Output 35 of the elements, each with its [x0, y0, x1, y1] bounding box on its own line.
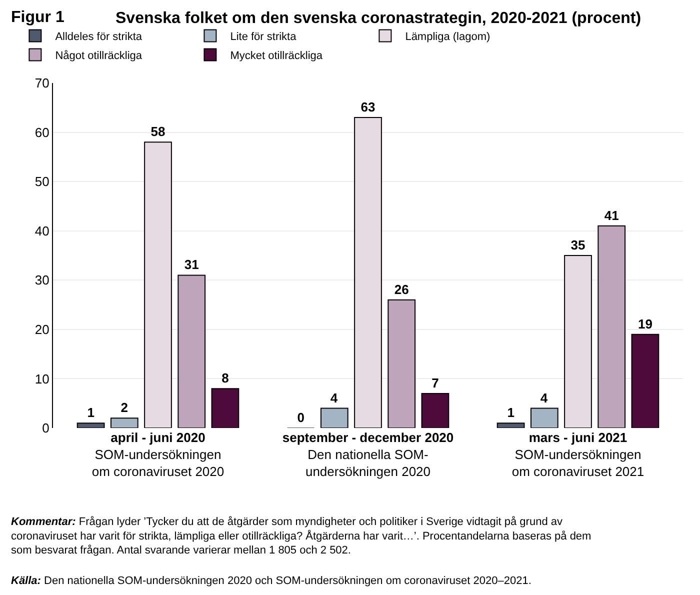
y-tick-label: 30 [34, 272, 50, 288]
y-tick-label: 40 [34, 223, 50, 238]
y-tick-label: 50 [34, 174, 50, 190]
legend-label: Mycket otillräckliga [230, 50, 324, 62]
legend-label: Alldeles för strikta [55, 30, 143, 43]
data-label: 26 [394, 282, 409, 297]
data-label: 63 [360, 100, 376, 114]
legend-label: Något otillräckliga [55, 50, 143, 62]
legend-label: Lite för strikta [230, 30, 298, 43]
data-label: 19 [638, 316, 652, 332]
data-label: 1 [87, 405, 94, 420]
x-tick-label: mars - juni 2021 SOM-undersökningen om coronaviruset 2021 [512, 430, 644, 479]
data-label: 1 [507, 405, 514, 420]
y-tick-label: 70 [34, 76, 50, 91]
x-tick-label: april - juni 2020 SOM-undersökningen om coronaviruset 2020 [92, 430, 224, 479]
legend-label: Lämpliga (lagom) [405, 30, 490, 43]
y-tick-label: 0 [42, 420, 50, 436]
data-label: 4 [330, 390, 338, 406]
data-label: 8 [222, 370, 229, 386]
x-tick-label: september - december 2020 Den nationella SOM- undersökningen 2020 [282, 430, 454, 479]
text: Kommentar: Frågan lyder ’Tycker du att de åtgärder som myndigheter och politiker i Sverige vidtagit på grund av coronaviruset har varit för strikta, lämpliga eller otillräckliga? Åtgärderna har varit…’. Procentandelarna baseras på dem som besvarat frågan. Antal svarande varierar mellan 1 805 och 2 502. [11, 516, 592, 557]
y-tick-label: 60 [34, 124, 50, 140]
data-label: 31 [184, 257, 199, 272]
chart-title: Svenska folket om den svenska coronastrategin, 2020-2021 (procent) [116, 10, 642, 27]
data-label: 58 [150, 124, 166, 140]
data-label: 0 [297, 410, 304, 425]
y-tick-label: 10 [34, 371, 50, 386]
data-label: 41 [604, 208, 619, 223]
data-label: 4 [540, 390, 548, 406]
data-label: 7 [432, 376, 439, 390]
y-tick-label: 20 [34, 322, 50, 337]
data-label: 35 [570, 238, 586, 252]
text: Figur 1 [11, 9, 64, 26]
data-label: 2 [120, 400, 128, 416]
text: Källa: Den nationella SOM-undersökningen 2020 och SOM-undersökningen om coronaviruset 2020–2021. [11, 575, 532, 587]
